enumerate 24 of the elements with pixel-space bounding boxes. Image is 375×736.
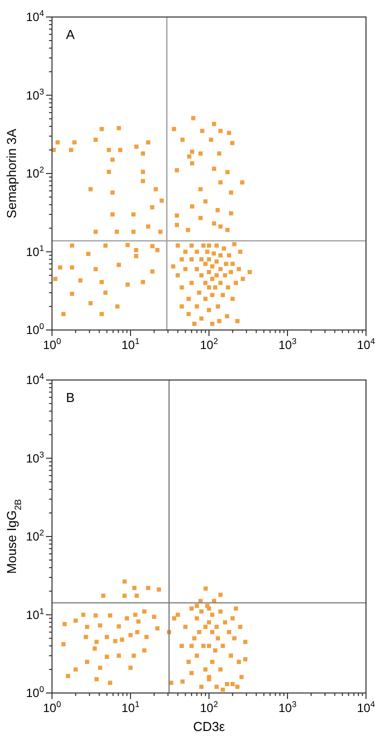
x-tick-label: 10$^{2}$: [200, 699, 218, 715]
y-tick-label: 10$^{3}$: [26, 86, 44, 102]
y-tick-label: 10$^{0}$: [26, 684, 44, 700]
x-tick-label: 10$^{4}$: [356, 336, 375, 352]
x-tick-label: 10$^{3}$: [278, 699, 297, 715]
x-tick-label: 10$^{0}$: [42, 336, 62, 352]
y-tick-label: 10$^{0}$: [26, 321, 44, 337]
annotation: A: [66, 27, 75, 42]
y-tick-label: 10$^{4}$: [26, 371, 44, 387]
x-tick-label: 10$^{3}$: [278, 336, 297, 352]
x-tick-label: 10$^{1}$: [121, 699, 140, 715]
y-tick-label: 10$^{2}$: [26, 164, 44, 180]
x-tick-label: 10$^{2}$: [200, 336, 218, 352]
x-axis-title: CD3ε: [193, 719, 226, 734]
y-axis-title: Semaphorin 3A: [4, 128, 19, 218]
y-tick-label: 10$^{4}$: [26, 8, 44, 24]
x-tick-label: 10$^{4}$: [356, 699, 375, 715]
x-tick-label: 10$^{1}$: [121, 336, 140, 352]
y-tick-label: 10$^{2}$: [26, 528, 44, 544]
x-tick-label: 10$^{0}$: [42, 699, 62, 715]
y-tick-label: 10$^{3}$: [26, 449, 44, 466]
y-tick-label: 10$^{1}$: [26, 242, 44, 259]
y-tick-label: 10$^{1}$: [26, 606, 44, 622]
annotation: B: [66, 390, 75, 405]
